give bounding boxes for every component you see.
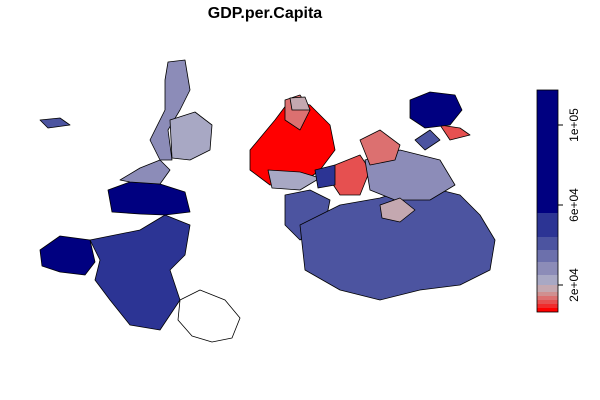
region <box>414 129 441 151</box>
region <box>359 129 401 166</box>
colorbar-segment <box>537 213 558 237</box>
colorbar-segment <box>537 285 558 292</box>
region <box>409 91 463 129</box>
region <box>89 214 191 331</box>
y-tick-label: 6e+04 <box>567 188 581 222</box>
colorbar-segment <box>537 250 558 262</box>
region <box>314 164 336 189</box>
region <box>289 96 311 111</box>
colorbar-segment <box>537 237 558 250</box>
colorbar-segment <box>537 275 558 285</box>
region <box>329 154 371 196</box>
y-tick-label: 2e+04 <box>567 268 581 302</box>
y-tick-label: 1e+05 <box>567 108 581 142</box>
chart-title: GDP.per.Capita <box>208 5 323 22</box>
colorbar-segment <box>537 296 558 300</box>
region <box>39 117 71 129</box>
region <box>439 124 471 141</box>
region <box>149 59 191 161</box>
colorbar-segment <box>537 262 558 275</box>
region <box>39 235 96 276</box>
region <box>364 149 456 201</box>
colorbar-segment <box>537 308 558 312</box>
map <box>39 59 496 343</box>
colorbar-segment <box>537 300 558 304</box>
region <box>267 169 321 191</box>
colorbar-frame <box>536 89 559 313</box>
region <box>169 111 213 161</box>
region <box>379 197 416 223</box>
colorbar-segment <box>537 90 558 213</box>
colorbar-segment <box>537 304 558 308</box>
region <box>107 181 191 216</box>
region <box>119 159 171 185</box>
colorbar-segment <box>537 292 558 296</box>
region <box>177 289 241 343</box>
